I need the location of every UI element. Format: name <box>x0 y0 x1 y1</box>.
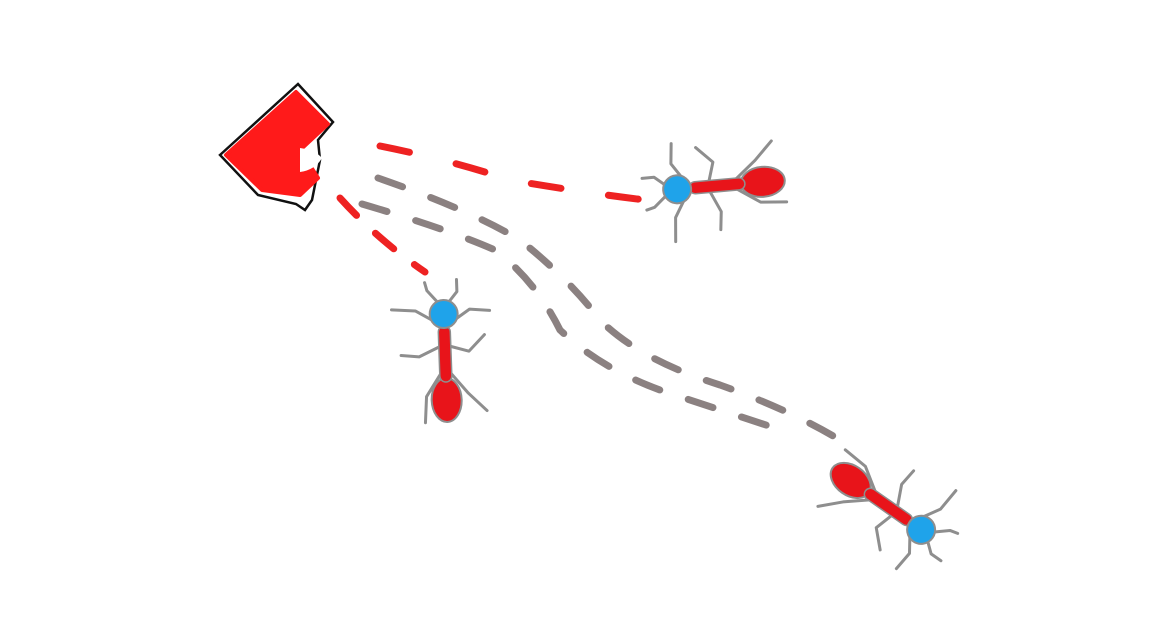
grey-trail-lower <box>358 200 779 432</box>
grey-trail-upper <box>374 174 844 444</box>
ant-icon <box>637 132 791 246</box>
ant-icon <box>804 423 981 589</box>
ant-icon <box>389 276 495 426</box>
red-trail-to-ant-lower-left <box>336 194 429 276</box>
nest-icon <box>218 82 335 212</box>
red-trail-to-ant-upper <box>376 142 649 204</box>
